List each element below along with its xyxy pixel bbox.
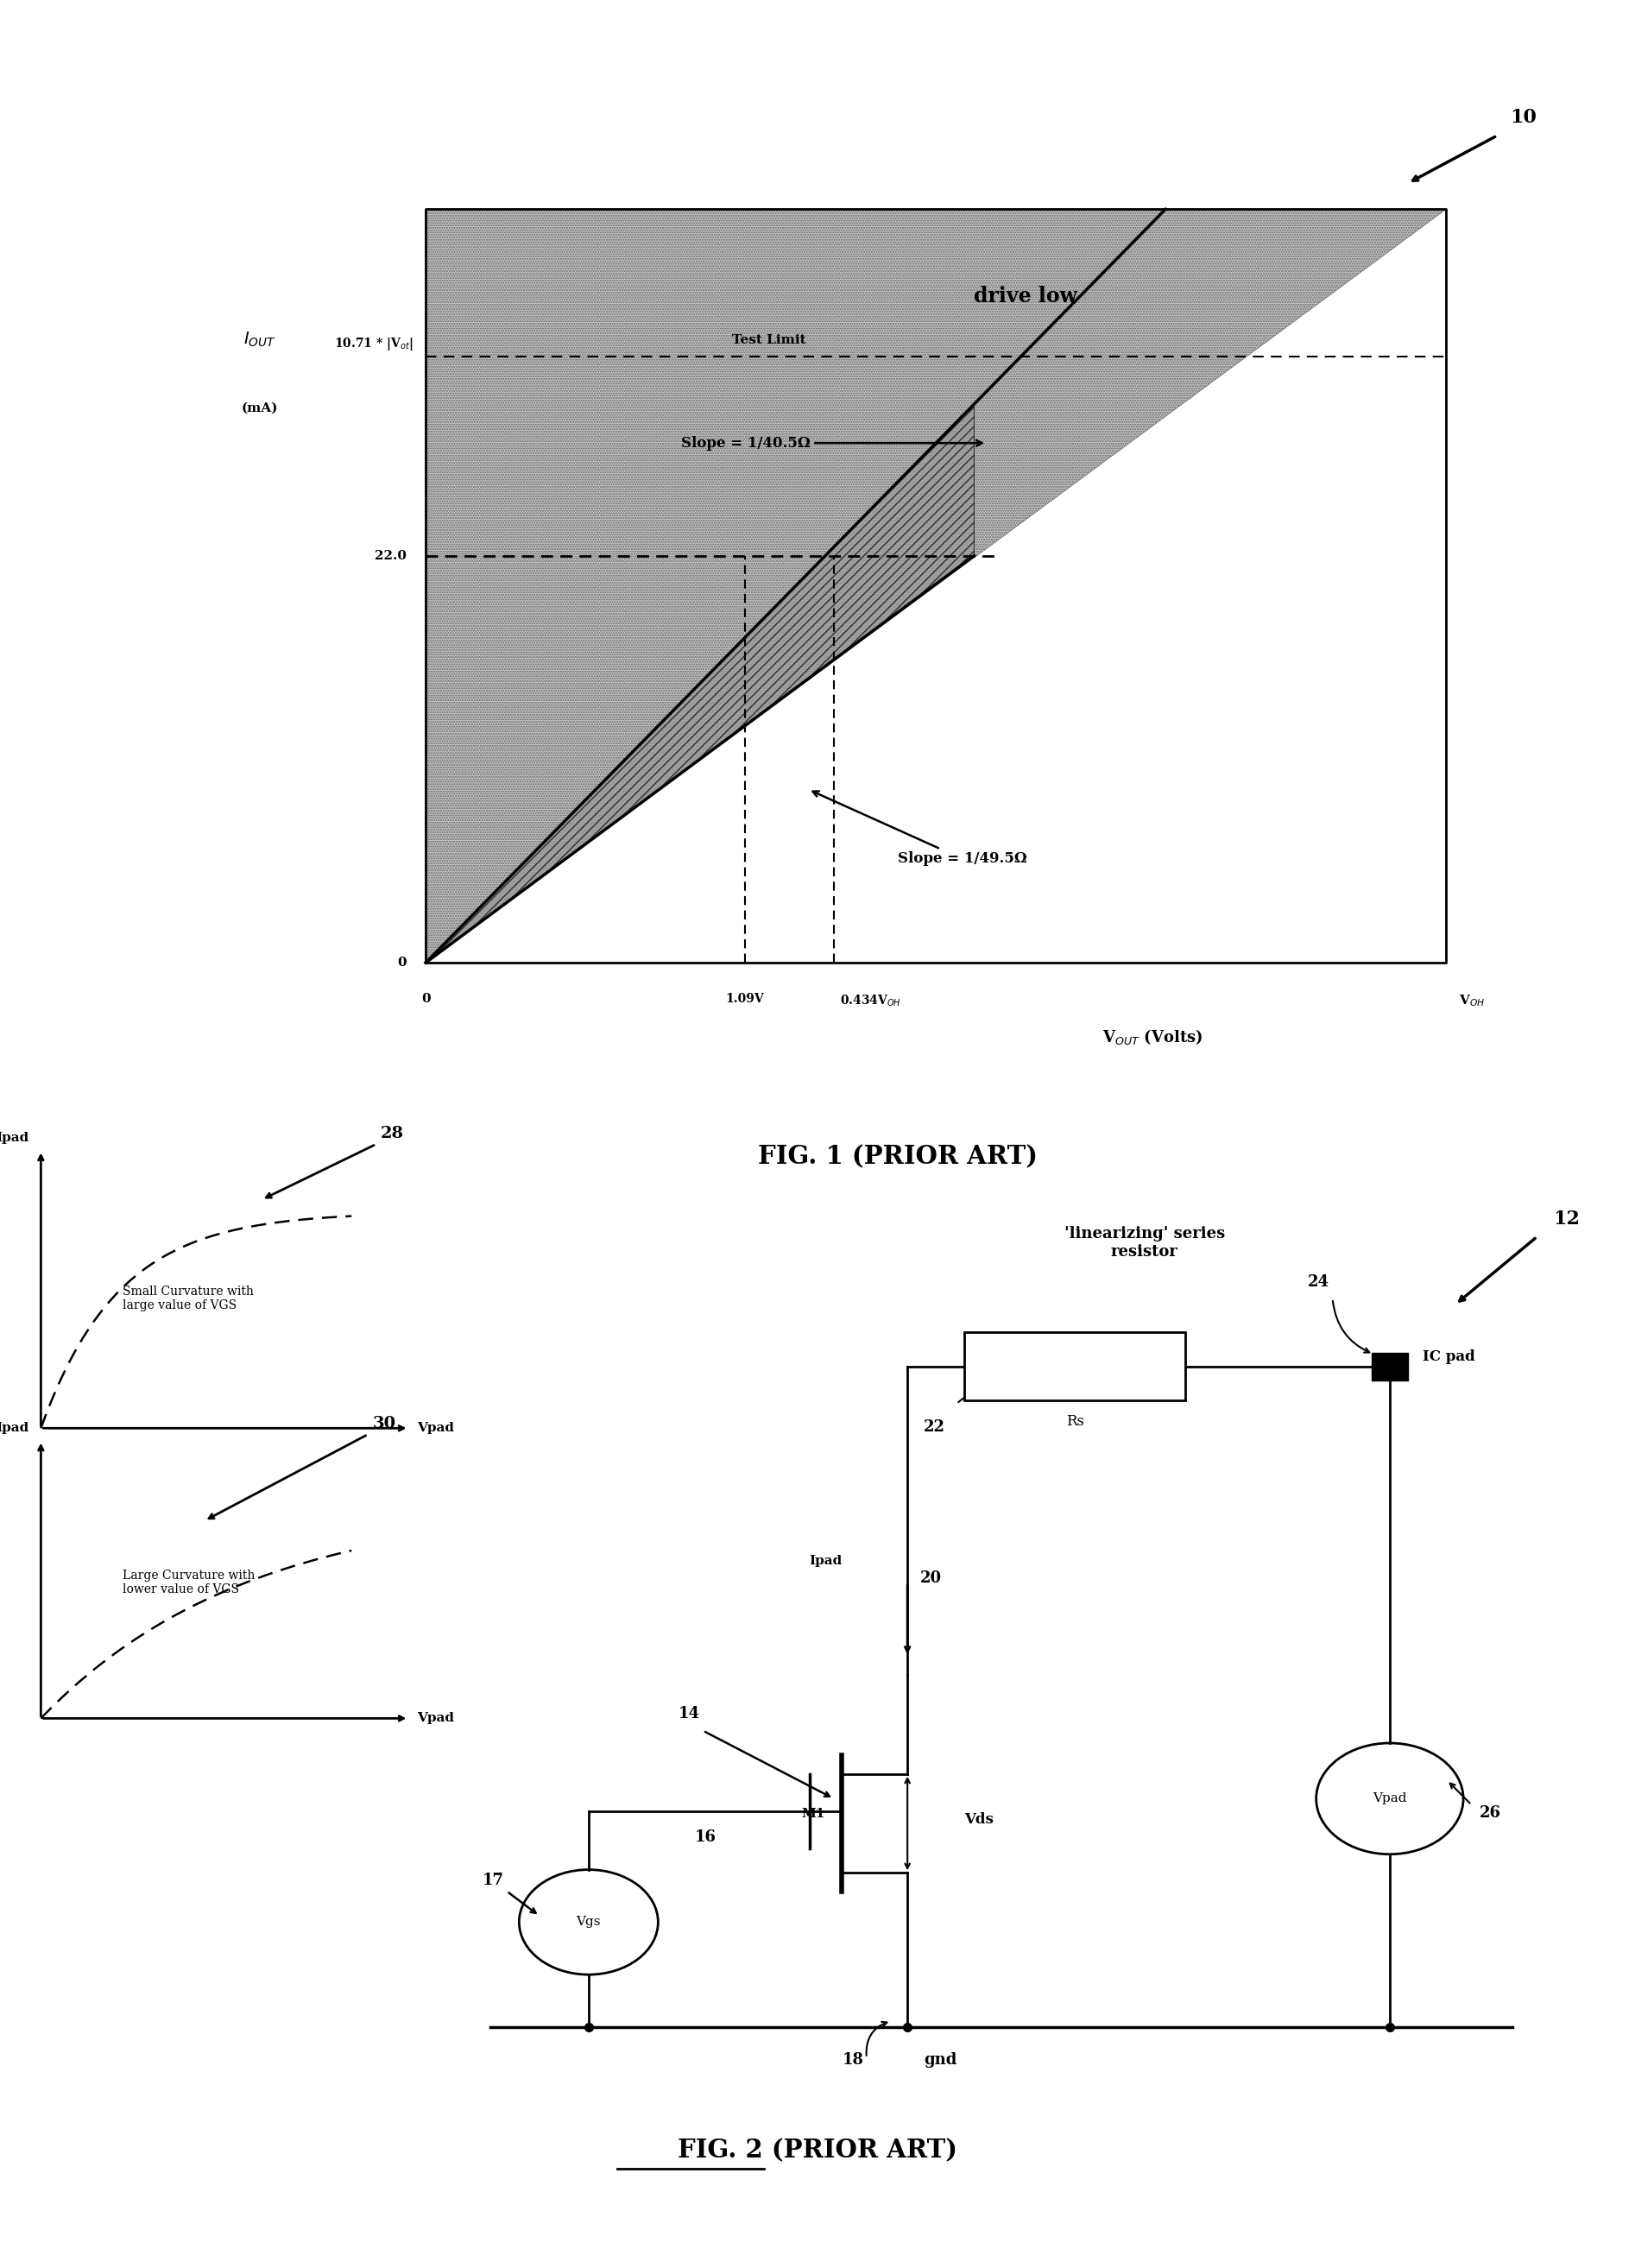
Text: drive low: drive low [973, 286, 1077, 306]
Text: gnd: gnd [924, 2053, 956, 2068]
Text: Slope = 1/40.5Ω: Slope = 1/40.5Ω [680, 435, 983, 451]
Text: Vpad: Vpad [1373, 1792, 1406, 1805]
Text: 0: 0 [422, 993, 430, 1005]
Text: Vpad: Vpad [417, 1712, 455, 1724]
Text: IC pad: IC pad [1422, 1349, 1475, 1363]
Text: 'linearizing' series
resistor: 'linearizing' series resistor [1064, 1227, 1225, 1259]
Bar [965, 1334, 1185, 1399]
Text: 16: 16 [695, 1830, 716, 1846]
Text: 1.09V: 1.09V [726, 993, 764, 1005]
Text: 24: 24 [1308, 1275, 1329, 1290]
Text: 17: 17 [482, 1873, 504, 1889]
Text: Test Limit: Test Limit [732, 333, 806, 347]
Text: Vpad: Vpad [417, 1422, 455, 1433]
Text: Slope = 1/49.5Ω: Slope = 1/49.5Ω [813, 792, 1027, 866]
Polygon shape [425, 404, 974, 962]
Text: M1: M1 [801, 1808, 826, 1819]
Text: 0: 0 [397, 957, 407, 968]
Text: 14: 14 [679, 1706, 700, 1721]
Text: Ipad: Ipad [0, 1422, 29, 1433]
Text: 28: 28 [381, 1125, 404, 1141]
Text: (mA): (mA) [242, 401, 278, 415]
Polygon shape [425, 209, 1445, 962]
Text: Vds: Vds [965, 1812, 994, 1826]
Text: 10: 10 [1509, 109, 1537, 127]
Text: Ipad: Ipad [0, 1132, 29, 1143]
Text: Large Curvature with
lower value of VGS: Large Curvature with lower value of VGS [123, 1569, 255, 1597]
Text: 18: 18 [842, 2053, 863, 2068]
Text: $I_{OUT}$: $I_{OUT}$ [244, 329, 276, 349]
Text: 12: 12 [1553, 1209, 1579, 1229]
Text: Rs: Rs [1066, 1413, 1084, 1429]
Text: 22: 22 [924, 1420, 945, 1436]
Text: FIG. 2 (PRIOR ART): FIG. 2 (PRIOR ART) [677, 2139, 958, 2164]
Text: 20: 20 [921, 1569, 942, 1585]
Text: 0.434V$_{OH}$: 0.434V$_{OH}$ [840, 993, 901, 1007]
Text: 10.71 * |V$_{ot}$|: 10.71 * |V$_{ot}$| [334, 336, 414, 352]
Text: 26: 26 [1480, 1805, 1501, 1821]
Text: V$_{OUT}$ (Volts): V$_{OUT}$ (Volts) [1102, 1027, 1203, 1046]
Text: V$_{OH}$: V$_{OH}$ [1458, 993, 1485, 1009]
Bar [1372, 1352, 1408, 1381]
Text: Small Curvature with
large value of VGS: Small Curvature with large value of VGS [123, 1286, 253, 1311]
Text: 30: 30 [373, 1415, 396, 1431]
Text: 22.0: 22.0 [374, 549, 407, 562]
Text: Vgs: Vgs [576, 1916, 602, 1928]
Text: FIG. 1 (PRIOR ART): FIG. 1 (PRIOR ART) [757, 1145, 1038, 1170]
Text: Ipad: Ipad [809, 1554, 842, 1567]
